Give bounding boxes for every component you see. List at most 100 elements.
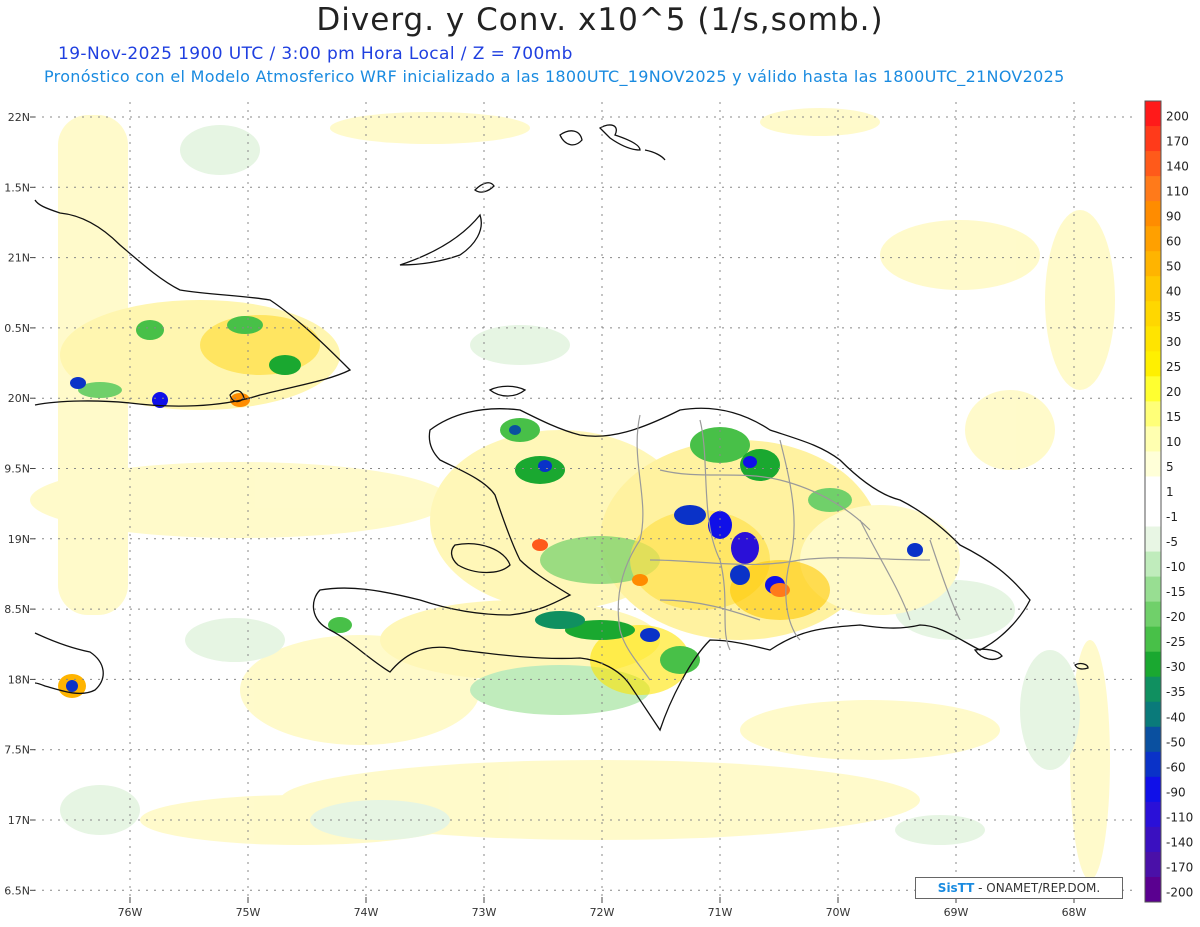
colorbar-label: -5 xyxy=(1166,535,1178,549)
colorbar-border xyxy=(1144,100,1162,903)
colorbar: 200 170 140 110 90 60 50 40 35 30 25 20 15 10 5 1 -1 -5 -1… xyxy=(1144,100,1193,903)
colorbar-swatch xyxy=(1145,351,1161,377)
colorbar-label: 5 xyxy=(1166,460,1174,474)
colorbar-label: 35 xyxy=(1166,310,1181,324)
longitude-label: 75W xyxy=(236,906,261,919)
coastlines xyxy=(34,124,1089,732)
model-info-line: Pronóstico con el Modelo Atmosferico WRF… xyxy=(44,67,1065,86)
colorbar-label: 140 xyxy=(1166,160,1189,174)
longitude-label: 69W xyxy=(944,906,969,919)
colorbar-label: 15 xyxy=(1166,410,1181,424)
colorbar-swatch xyxy=(1145,201,1161,227)
colorbar-swatch xyxy=(1145,401,1161,427)
colorbar-swatch xyxy=(1145,226,1161,252)
colorbar-label: 25 xyxy=(1166,360,1181,374)
colorbar-label: -1 xyxy=(1166,510,1178,524)
longitude-labels: 76W 75W 74W 73W 72W 71W 70W 69W 68W xyxy=(118,906,1087,919)
colorbar-label: -25 xyxy=(1166,635,1186,649)
colorbar-label: -30 xyxy=(1166,660,1186,674)
colorbar-swatch xyxy=(1145,551,1161,578)
colorbar-swatch xyxy=(1145,276,1161,302)
colorbar-swatch xyxy=(1145,801,1161,828)
colorbar-swatch xyxy=(1145,726,1161,753)
latitude-label: 8.5N xyxy=(4,603,30,616)
colorbar-swatch xyxy=(1145,576,1161,603)
colorbar-label: -35 xyxy=(1166,685,1186,699)
latitude-label: 1.5N xyxy=(4,181,30,194)
longitude-label: 73W xyxy=(472,906,497,919)
divergence-field-yellow xyxy=(30,108,1115,880)
colorbar-label: -200 xyxy=(1166,885,1193,899)
colorbar-swatch xyxy=(1145,476,1161,502)
colorbar-swatch xyxy=(1145,526,1161,553)
colorbar-swatch xyxy=(1145,676,1161,703)
forecast-time-line: 19-Nov-2025 1900 UTC / 3:00 pm Hora Loca… xyxy=(58,44,573,64)
colorbar-swatch xyxy=(1145,876,1161,903)
latitude-label: 20N xyxy=(8,392,30,405)
colorbar-label: -60 xyxy=(1166,760,1186,774)
latitude-label: 21N xyxy=(8,252,30,265)
colorbar-label: -110 xyxy=(1166,810,1193,824)
colorbar-label: 170 xyxy=(1166,135,1189,149)
colorbar-label: -20 xyxy=(1166,610,1186,624)
colorbar-label: 110 xyxy=(1166,185,1189,199)
longitude-label: 68W xyxy=(1062,906,1087,919)
colorbar-label: -40 xyxy=(1166,710,1186,724)
axis-ticks xyxy=(30,116,1075,903)
latitude-label: 19N xyxy=(8,533,30,546)
longitude-label: 70W xyxy=(826,906,851,919)
colorbar-swatch xyxy=(1145,776,1161,803)
colorbar-swatch xyxy=(1145,176,1161,202)
colorbar-swatch xyxy=(1145,376,1161,402)
colorbar-swatch xyxy=(1145,301,1161,327)
colorbar-label: 50 xyxy=(1166,260,1181,274)
colorbar-swatch xyxy=(1145,701,1161,728)
colorbar-label: 20 xyxy=(1166,385,1181,399)
colorbar-label: 1 xyxy=(1166,485,1174,499)
colorbar-swatch xyxy=(1145,626,1161,653)
credit-text: - ONAMET/REP.DOM. xyxy=(974,881,1101,895)
latitude-label: 17N xyxy=(8,814,30,827)
province-borders xyxy=(617,414,961,681)
colorbar-swatch xyxy=(1145,601,1161,628)
colorbar-swatch xyxy=(1145,151,1161,177)
colorbar-label: 90 xyxy=(1166,210,1181,224)
colorbar-swatch xyxy=(1145,326,1161,352)
colorbar-label: 40 xyxy=(1166,285,1181,299)
latitude-label: 0.5N xyxy=(4,322,30,335)
hispaniola-convection-field xyxy=(328,418,960,715)
colorbar-label: -140 xyxy=(1166,835,1193,849)
colorbar-swatch xyxy=(1145,751,1161,778)
colorbar-label: -50 xyxy=(1166,735,1186,749)
credit-box: SisTT - ONAMET/REP.DOM. xyxy=(915,877,1123,899)
latitude-label: 7.5N xyxy=(4,744,30,757)
colorbar-label: -10 xyxy=(1166,560,1186,574)
colorbar-swatch xyxy=(1145,426,1161,452)
colorbar-swatch xyxy=(1145,851,1161,878)
latitude-label: 9.5N xyxy=(4,463,30,476)
latitude-label: 6.5N xyxy=(4,884,30,897)
colorbar-label: -15 xyxy=(1166,585,1186,599)
sispi-logo: SisTT xyxy=(937,881,975,895)
colorbar-swatch xyxy=(1145,501,1161,528)
colorbar-swatch xyxy=(1145,251,1161,277)
colorbar-label: 200 xyxy=(1166,110,1189,124)
colorbar-label: -170 xyxy=(1166,860,1193,874)
latitude-labels: 22N 1.5N 21N 0.5N 20N 9.5N 19N 8.5N 18N 7.5N 17N 6.… xyxy=(4,111,30,897)
longitude-label: 72W xyxy=(590,906,615,919)
latitude-label: 18N xyxy=(8,673,30,686)
colorbar-swatch xyxy=(1145,651,1161,678)
colorbar-swatch xyxy=(1145,101,1161,127)
colorbar-label: 60 xyxy=(1166,235,1181,249)
colorbar-label: 30 xyxy=(1166,335,1181,349)
colorbar-label: 10 xyxy=(1166,435,1181,449)
colorbar-swatch xyxy=(1145,126,1161,152)
longitude-label: 74W xyxy=(354,906,379,919)
longitude-label: 71W xyxy=(708,906,733,919)
colorbar-label: -90 xyxy=(1166,785,1186,799)
map-title: Diverg. y Conv. x10^5 (1/s,somb.) xyxy=(316,2,884,38)
latitude-label: 22N xyxy=(8,111,30,124)
colorbar-swatch xyxy=(1145,451,1161,477)
colorbar-swatch xyxy=(1145,826,1161,853)
